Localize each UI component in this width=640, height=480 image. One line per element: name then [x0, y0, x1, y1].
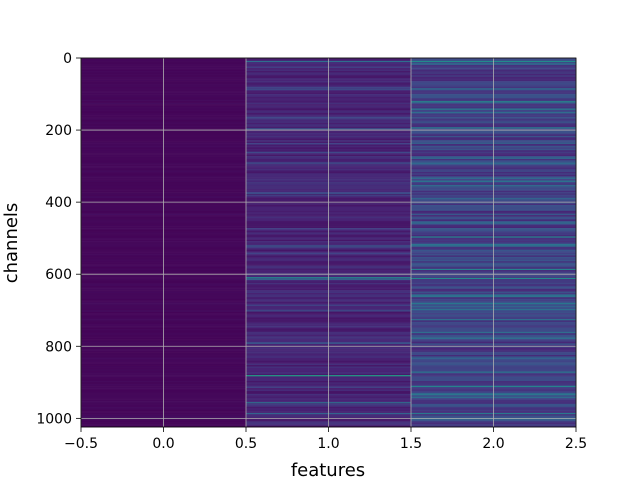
- x-tick-label: 1.0: [317, 436, 339, 452]
- x-axis-label: features: [291, 460, 365, 480]
- x-tick-label: 1.5: [400, 436, 422, 452]
- y-axis-ticks: 0 200 400 600 800 1000: [36, 51, 81, 427]
- y-tick-label: 1000: [36, 411, 72, 427]
- x-tick-label: 0.5: [235, 436, 257, 452]
- y-tick-label: 400: [45, 195, 72, 211]
- y-tick-label: 200: [45, 123, 72, 139]
- y-tick-label: 0: [63, 51, 72, 67]
- x-tick-label: −0.5: [64, 436, 98, 452]
- x-tick-label: 2.0: [482, 436, 504, 452]
- x-tick-label: 2.5: [565, 436, 587, 452]
- y-tick-label: 800: [45, 339, 72, 355]
- x-axis-ticks: −0.5 0.0 0.5 1.0 1.5 2.0 2.5: [64, 427, 587, 452]
- y-tick-label: 600: [45, 267, 72, 283]
- y-axis-label: channels: [1, 203, 22, 284]
- x-tick-label: 0.0: [152, 436, 174, 452]
